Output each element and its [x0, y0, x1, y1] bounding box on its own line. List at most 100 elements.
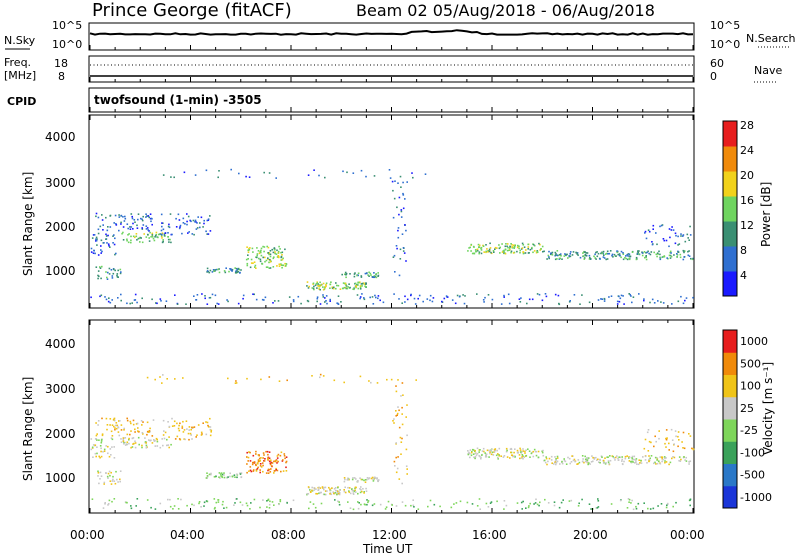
- echo-point: [134, 431, 136, 433]
- echo-point: [258, 460, 261, 462]
- echo-point: [359, 491, 362, 494]
- echo-point: [336, 284, 338, 287]
- echo-point: [151, 298, 153, 301]
- echo-point: [162, 240, 164, 243]
- echo-point: [258, 454, 260, 457]
- echo-point: [190, 434, 192, 436]
- echo-point: [587, 463, 589, 466]
- echo-point: [669, 254, 672, 257]
- colorbar-segment: [723, 271, 737, 297]
- echo-point: [265, 450, 267, 453]
- echo-point: [609, 455, 611, 457]
- echo-point: [95, 239, 98, 242]
- echo-point: [557, 294, 560, 297]
- echo-point: [611, 254, 613, 257]
- echo-point: [188, 438, 190, 441]
- echo-point: [166, 444, 168, 447]
- echo-point: [292, 499, 295, 502]
- echo-point: [468, 247, 470, 249]
- echo-point: [490, 251, 492, 254]
- echo-point: [668, 449, 670, 451]
- echo-point: [353, 490, 356, 493]
- echo-point: [159, 298, 162, 300]
- echo-point: [593, 255, 595, 258]
- echo-point: [360, 283, 363, 285]
- echo-point: [329, 283, 331, 286]
- echo-point: [673, 443, 675, 445]
- echo-point: [127, 227, 129, 230]
- echo-point: [118, 216, 121, 218]
- echo-point: [276, 457, 279, 459]
- echo-point: [593, 458, 596, 460]
- echo-point: [306, 285, 308, 287]
- echo-point: [588, 462, 590, 464]
- echo-point: [373, 272, 375, 274]
- echo-point: [248, 470, 250, 472]
- echo-point: [247, 460, 249, 462]
- echo-point: [161, 382, 163, 384]
- echo-point: [498, 247, 501, 250]
- echo-point: [336, 493, 338, 496]
- echo-point: [474, 249, 477, 251]
- echo-point: [255, 464, 257, 467]
- echo-point: [366, 499, 368, 501]
- echo-point: [511, 244, 513, 246]
- echo-point: [532, 243, 535, 246]
- echo-point: [627, 498, 630, 500]
- echo-point: [168, 241, 170, 243]
- echo-point: [631, 499, 633, 502]
- echo-point: [173, 176, 175, 179]
- echo-point: [109, 448, 112, 450]
- echo-point: [282, 470, 285, 472]
- echo-point: [616, 250, 618, 252]
- echo-point: [617, 459, 620, 461]
- echo-point: [129, 433, 131, 436]
- echo-point: [373, 175, 376, 177]
- echo-point: [246, 451, 248, 454]
- power-ytick-4000: 4000: [45, 130, 76, 144]
- echo-point: [153, 239, 156, 242]
- echo-point: [404, 198, 406, 200]
- echo-point: [554, 461, 557, 463]
- echo-point: [246, 471, 248, 474]
- echo-point: [131, 446, 134, 448]
- echo-point: [203, 501, 206, 504]
- echo-point: [319, 376, 321, 379]
- echo-point: [510, 451, 512, 454]
- echo-point: [307, 300, 310, 303]
- echo-point: [363, 491, 365, 493]
- echo-point: [151, 218, 153, 220]
- echo-point: [637, 250, 639, 252]
- echo-point: [205, 500, 208, 502]
- echo-point: [223, 476, 226, 479]
- echo-point: [500, 455, 502, 457]
- echo-point: [318, 486, 320, 489]
- echo-point: [319, 491, 321, 494]
- echo-point: [348, 491, 351, 493]
- echo-point: [111, 275, 114, 277]
- echo-point: [239, 271, 241, 274]
- echo-point: [583, 258, 586, 260]
- echo-point: [317, 486, 319, 489]
- echo-point: [487, 294, 490, 296]
- echo-point: [338, 491, 340, 493]
- echo-point: [395, 505, 398, 507]
- echo-point: [404, 504, 407, 507]
- echo-point: [512, 252, 515, 254]
- echo-point: [236, 473, 238, 475]
- echo-point: [454, 302, 457, 305]
- echo-point: [359, 375, 362, 378]
- echo-point: [112, 242, 114, 244]
- echo-point: [490, 453, 493, 456]
- echo-point: [374, 276, 377, 278]
- echo-point: [503, 455, 506, 457]
- echo-point: [476, 452, 479, 455]
- echo-point: [265, 472, 268, 474]
- echo-point: [483, 251, 485, 253]
- echo-point: [354, 272, 356, 274]
- echo-point: [106, 424, 109, 426]
- echo-point: [648, 460, 650, 463]
- echo-point: [217, 303, 220, 305]
- echo-point: [506, 449, 508, 452]
- echo-point: [186, 504, 188, 507]
